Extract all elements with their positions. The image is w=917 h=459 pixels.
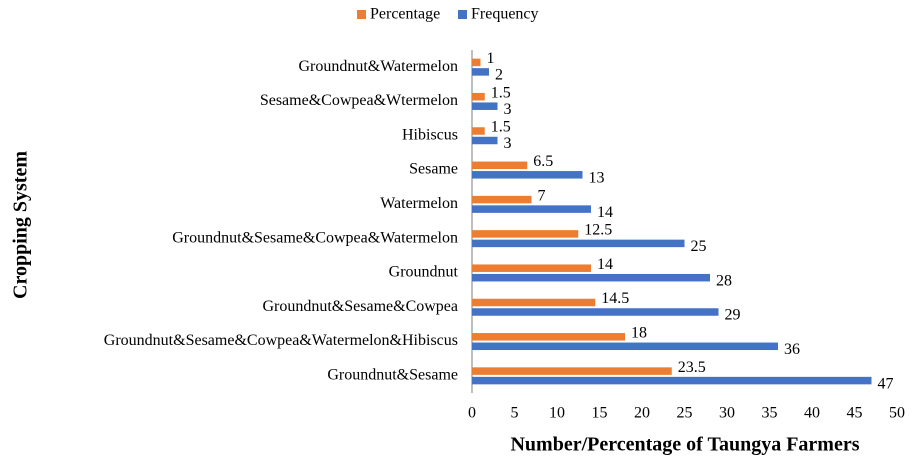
data-label: 14 [597, 204, 613, 221]
data-label: 6.5 [533, 153, 553, 170]
data-label: 47 [878, 375, 894, 392]
x-tick-label: 5 [511, 405, 519, 422]
bar [472, 333, 625, 341]
legend-label: Frequency [471, 6, 539, 23]
x-tick-label: 50 [889, 405, 905, 422]
bar [472, 195, 532, 204]
legend-swatch [458, 10, 467, 19]
x-axis-title: Number/Percentage of Taungya Farmers [510, 434, 859, 456]
bar [472, 127, 485, 135]
bar [472, 342, 778, 351]
data-label: 18 [631, 324, 647, 341]
data-label: 2 [495, 67, 503, 84]
data-label: 7 [538, 187, 546, 204]
bar [472, 308, 719, 316]
y-tick-label: Hibiscus [402, 126, 458, 143]
data-label: 29 [725, 307, 741, 324]
x-tick-label: 35 [762, 405, 778, 422]
bar [472, 205, 591, 213]
bar [472, 367, 672, 375]
x-tick-label: 15 [592, 405, 608, 422]
data-label: 1.5 [491, 84, 511, 101]
bar [472, 298, 596, 307]
x-tick-label: 30 [719, 405, 735, 422]
bar [472, 239, 685, 248]
x-tick-label: 40 [804, 405, 820, 422]
data-label: 36 [784, 341, 800, 358]
data-label: 14.5 [601, 290, 629, 307]
x-tick-label: 0 [468, 405, 476, 422]
legend-label: Percentage [370, 6, 440, 23]
data-label: 3 [504, 135, 512, 152]
bar [472, 68, 489, 76]
x-tick-label: 20 [634, 405, 650, 422]
legend-swatch [357, 10, 366, 19]
data-label: 25 [691, 238, 707, 255]
data-label: 3 [504, 101, 512, 118]
y-tick-label: Sesame [409, 161, 458, 178]
data-label: 1.5 [491, 119, 511, 136]
bar [472, 92, 485, 101]
bar [472, 230, 579, 238]
bar [472, 102, 498, 110]
data-label: 14 [597, 256, 613, 273]
x-tick-label: 10 [549, 405, 565, 422]
y-tick-label: Groundnut&Sesame&Cowpea [262, 298, 458, 315]
y-tick-label: Groundnut&Sesame [327, 367, 458, 384]
x-tick-label: 25 [677, 405, 693, 422]
y-tick-label: Groundnut&Sesame&Cowpea&Watermelon [172, 229, 458, 246]
data-label: 12.5 [584, 222, 612, 239]
bar [472, 161, 528, 170]
y-axis-title: Cropping System [10, 151, 32, 299]
x-tick-label: 45 [847, 405, 863, 422]
bar [472, 376, 872, 385]
data-label: 23.5 [678, 359, 706, 376]
bar [472, 264, 591, 272]
y-tick-label: Sesame&Cowpea&Wtermelon [260, 92, 458, 109]
bar [472, 171, 583, 179]
data-label: 1 [487, 50, 495, 67]
bar [472, 273, 710, 282]
y-tick-label: Groundnut&Sesame&Cowpea&Watermelon&Hibis… [104, 332, 458, 349]
y-tick-label: Groundnut&Watermelon [298, 58, 458, 75]
y-tick-label: Watermelon [380, 195, 458, 212]
y-tick-label: Groundnut [389, 264, 459, 281]
bar [472, 58, 481, 67]
data-label: 13 [589, 169, 605, 186]
bar [472, 136, 498, 145]
data-label: 28 [716, 272, 732, 289]
